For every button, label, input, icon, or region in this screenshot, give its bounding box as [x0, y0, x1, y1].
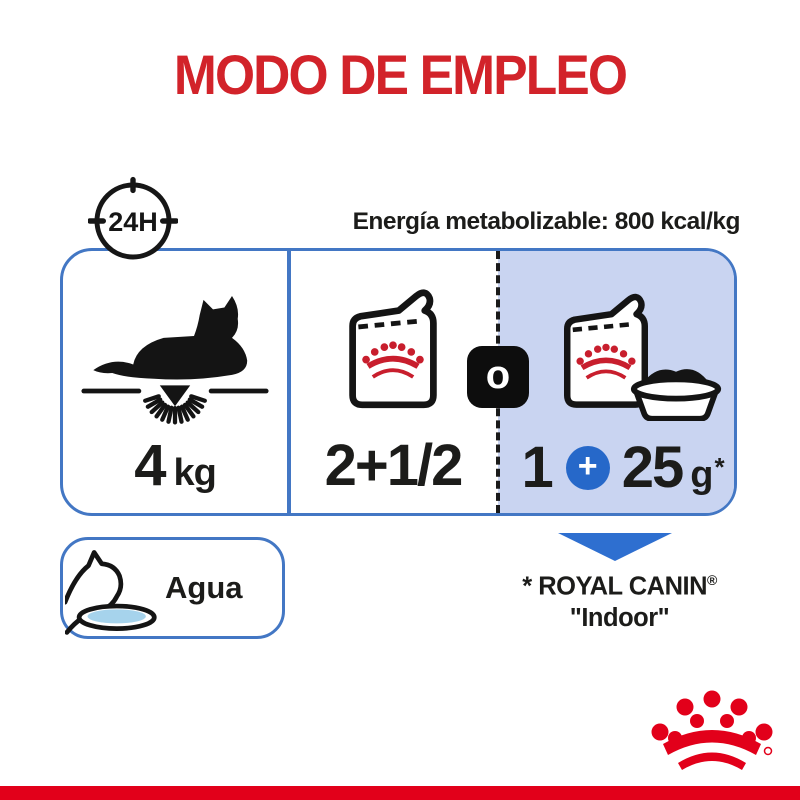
mix-amount-unit: g [690, 454, 713, 496]
water-box: Agua [60, 537, 285, 639]
footnote: * ROYAL CANIN® "Indoor" [497, 565, 742, 634]
weight-value: 4 [134, 433, 166, 498]
footnote-product: "Indoor" [569, 603, 670, 632]
plus-circle-icon: + [565, 445, 610, 490]
wet-food-pouch-icon [349, 289, 437, 409]
crown-print-icon [362, 341, 424, 379]
mix-pouches-value: 1 [521, 435, 554, 500]
footnote-brand: ROYAL CANIN [538, 572, 707, 601]
cell-wet-only: 2+1/2 [290, 251, 496, 513]
registered-mark-icon [763, 746, 773, 756]
cell-mixed-feeding: 1 + 25 g * [498, 251, 734, 513]
footnote-brand-line: * ROYAL CANIN® [497, 565, 742, 603]
wet-serving-value: 2+1/2 [324, 433, 464, 498]
cell-divider-line [287, 251, 291, 513]
dry-food-bowl-icon [630, 369, 722, 421]
weight-unit: kg [173, 452, 216, 494]
brand-red-bar [0, 786, 800, 800]
cell-cat-weight: 4 kg [63, 251, 287, 513]
24h-clock-icon: 24H [88, 176, 178, 260]
lying-cat-icon [81, 296, 269, 425]
clock-label: 24H [108, 207, 158, 237]
crown-print-icon [576, 343, 636, 380]
cat-drinking-water-icon [65, 550, 157, 635]
down-arrow-icon [558, 533, 672, 561]
feeding-table: 4 kg 2+1/2 o [60, 248, 737, 516]
mix-serving-row: 1 + 25 g * [498, 434, 734, 501]
wet-food-pouch-icon [564, 293, 648, 408]
mix-amount-value: 25 [621, 435, 684, 500]
page-title: MODO DE EMPLEO [173, 43, 628, 106]
registered-mark: ® [706, 572, 717, 588]
or-badge: o [467, 346, 529, 408]
weight-scale-icon [81, 385, 269, 425]
footnote-mark: * [522, 572, 539, 601]
royal-canin-crown-logo [651, 690, 773, 770]
water-surface [87, 609, 146, 624]
weight-label: 4 kg [63, 432, 287, 499]
metabolizable-energy-text: Energía metabolizable: 800 kcal/kg [352, 208, 741, 235]
water-label: Agua [165, 570, 243, 605]
footnote-asterisk: * [714, 452, 725, 482]
